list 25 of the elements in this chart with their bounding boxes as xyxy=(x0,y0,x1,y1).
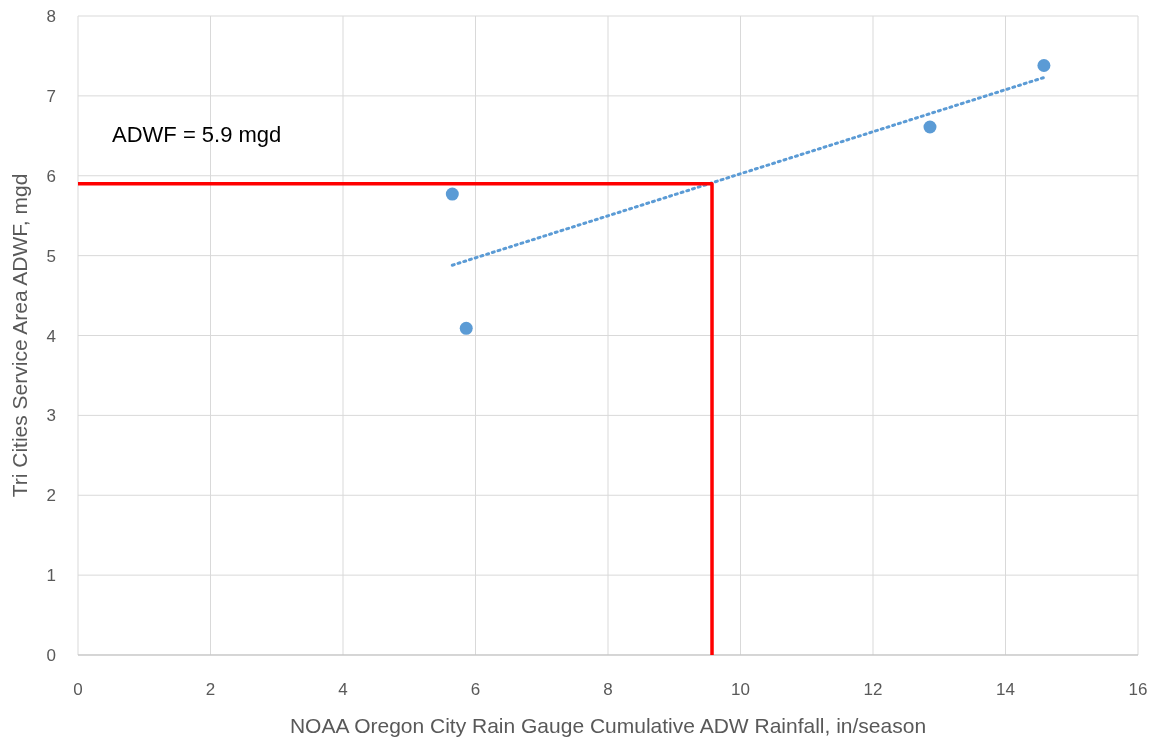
y-tick-label: 0 xyxy=(46,646,56,665)
y-tick-label: 4 xyxy=(46,326,56,346)
x-tick-label: 14 xyxy=(996,680,1015,699)
y-tick-label: 1 xyxy=(46,566,56,586)
y-tick-label: 6 xyxy=(46,166,56,186)
point xyxy=(1037,59,1051,73)
point xyxy=(459,321,473,335)
x-axis-title: NOAA Oregon City Rain Gauge Cumulative ADW Rainfall, in/season xyxy=(289,714,927,737)
x-tick-label: 8 xyxy=(603,680,613,699)
x-tick-label: 4 xyxy=(338,680,348,699)
x-tick-label: 6 xyxy=(470,680,481,699)
y-tick-label: 8 xyxy=(46,7,56,26)
x-tick-label: 10 xyxy=(731,680,750,699)
point xyxy=(923,120,937,134)
x-tick-label: 0 xyxy=(73,680,83,699)
y-tick-label: 5 xyxy=(46,246,56,266)
x-tick-label: 16 xyxy=(1128,680,1148,699)
y-tick-label: 2 xyxy=(46,486,56,506)
point xyxy=(445,187,459,201)
y-tick-label: 3 xyxy=(46,406,56,426)
annotation: ADWF = 5.9 mgd xyxy=(112,122,282,147)
y-tick-label: 7 xyxy=(46,86,56,106)
x-tick-label: 12 xyxy=(863,680,883,699)
x-tick-label: 2 xyxy=(205,680,216,699)
y-axis-title: Tri Cities Service Area ADWF, mgd xyxy=(8,173,31,498)
